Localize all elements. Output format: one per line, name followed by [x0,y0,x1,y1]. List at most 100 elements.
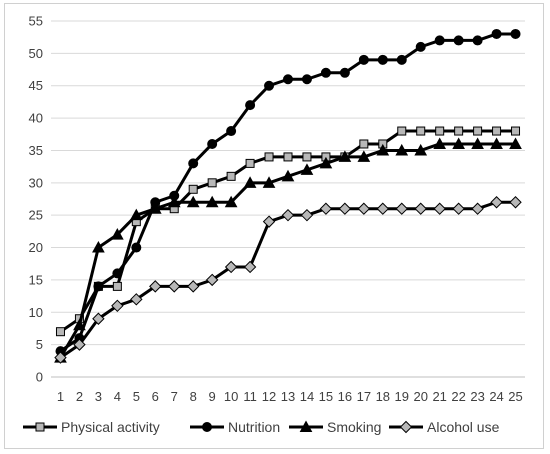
data-point-alcohol-use [376,202,390,215]
data-point-smoking [73,318,86,331]
data-point-nutrition [453,35,464,46]
data-point-alcohol-use [205,273,219,287]
x-tick-label: 20 [413,389,427,404]
data-point-nutrition [283,74,293,85]
series-layer [54,28,522,364]
data-point-alcohol-use [281,208,295,222]
x-tick-label: 15 [319,389,333,404]
data-point-physical-activity [112,281,122,291]
data-point-alcohol-use [471,202,484,215]
data-point-alcohol-use [338,202,352,215]
data-point-nutrition [188,158,199,169]
x-tick-label: 19 [395,389,409,404]
x-tick-label: 9 [209,389,216,404]
data-point-nutrition [245,100,256,111]
data-point-nutrition [264,80,275,91]
data-point-nutrition [377,54,388,65]
data-point-nutrition [491,28,502,39]
data-point-alcohol-use [414,202,427,215]
data-point-smoking [509,137,522,149]
data-point-physical-activity [473,126,483,136]
data-point-smoking [92,241,105,253]
data-point-smoking [357,150,371,162]
data-point-physical-activity [302,152,312,162]
x-tick-label: 14 [300,389,314,404]
data-point-smoking [243,176,257,188]
x-tick-label: 22 [451,389,465,404]
data-point-physical-activity [511,126,521,136]
x-tick-label: 16 [338,389,352,404]
x-tick-label: 13 [281,389,295,404]
legend-marker [399,420,413,434]
data-point-smoking [205,195,219,208]
x-tick-label: 18 [376,389,390,404]
data-point-smoking [319,156,333,169]
legend-label: Physical activity [61,419,160,435]
data-point-nutrition [112,268,123,279]
data-point-physical-activity [397,126,407,136]
x-tick-label: 23 [470,389,484,404]
data-point-physical-activity [283,152,293,162]
legend-label: Alcohol use [427,419,500,435]
y-tick-label: 35 [29,143,43,158]
legend-label: Smoking [327,419,381,435]
data-point-physical-activity [492,126,502,136]
data-point-nutrition [93,281,104,292]
x-tick-label: 10 [224,389,238,404]
data-point-smoking [433,137,447,149]
data-point-alcohol-use [395,202,408,215]
data-point-smoking [111,228,124,240]
x-tick-label: 24 [489,389,503,404]
data-point-smoking [414,143,428,156]
data-point-physical-activity [454,126,464,136]
data-point-alcohol-use [92,312,105,325]
data-point-smoking [148,202,162,214]
x-axis-ticks: 1 2 3 4 5 6 7 8 9 10 11 12 13 14 15 16 17 18 19 20 21 22 23 24 2… [57,389,523,404]
data-point-alcohol-use [262,215,276,228]
legend-marker [202,422,212,432]
data-point-smoking [338,150,352,162]
x-tick-label: 3 [95,389,102,404]
x-tick-label: 6 [152,389,159,404]
x-tick-label: 8 [190,389,197,404]
y-tick-label: 25 [29,208,43,223]
data-point-smoking [262,176,276,188]
legend-marker [35,422,45,432]
data-point-smoking [281,169,295,182]
data-point-alcohol-use [509,196,522,209]
x-tick-label: 7 [171,389,178,404]
data-point-smoking [490,137,503,149]
y-tick-label: 10 [29,305,43,320]
x-tick-label: 17 [357,389,371,404]
x-tick-label: 21 [432,389,446,404]
data-point-physical-activity [226,171,236,181]
data-point-smoking [224,195,238,208]
data-point-alcohol-use [73,338,86,351]
data-point-alcohol-use [357,202,371,215]
data-point-physical-activity [435,126,445,136]
data-point-nutrition [434,35,445,46]
data-point-nutrition [510,28,521,39]
x-tick-label: 5 [133,389,140,404]
data-point-physical-activity [416,126,426,136]
y-tick-label: 30 [29,175,43,190]
data-point-nutrition [415,41,426,52]
data-point-smoking [376,143,390,156]
data-point-nutrition [226,126,237,137]
x-tick-label: 12 [262,389,276,404]
data-point-alcohol-use [490,196,503,209]
data-point-smoking [167,195,181,208]
data-point-alcohol-use [300,208,314,222]
data-point-nutrition [320,67,331,78]
legend-item-smoking: Smoking [289,419,381,435]
data-point-smoking [300,163,314,175]
x-tick-label: 2 [76,389,83,404]
data-point-nutrition [358,54,369,65]
legend-item-alcohol-use: Alcohol use [389,419,500,435]
y-tick-label: 15 [29,272,43,287]
legend: Physical activity Nutrition Smoking Alcohol… [23,419,500,435]
y-tick-label: 20 [29,240,43,255]
data-point-smoking [471,137,484,149]
x-tick-label: 25 [508,389,522,404]
